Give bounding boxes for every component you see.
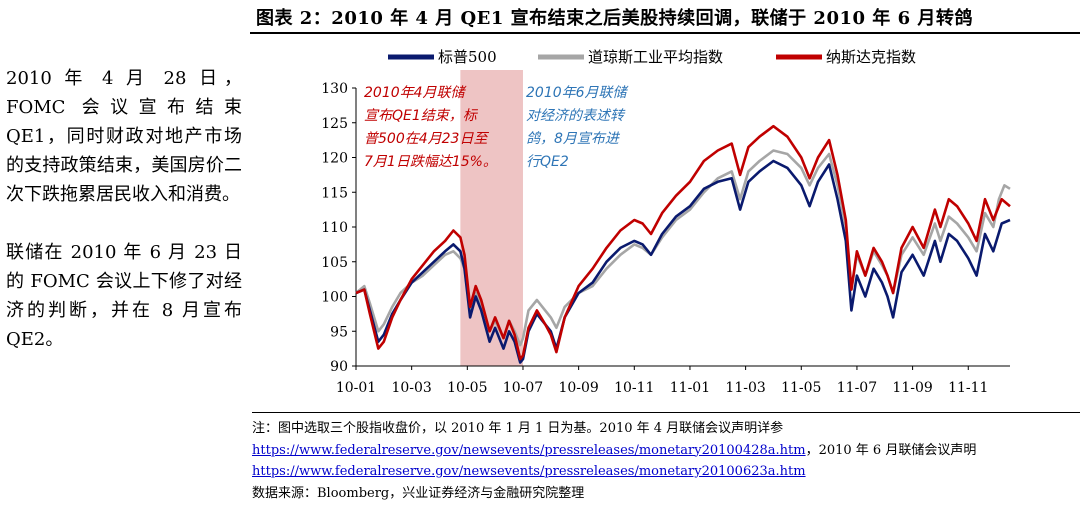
annotation-qe2-line: 对经济的表述转 <box>526 108 626 124</box>
notes-section: 注：图中选取三个股指收盘价，以 2010 年 1 月 1 日为基。2010 年 … <box>252 412 1080 504</box>
note-link-row: https://www.federalreserve.gov/newsevent… <box>252 440 1080 462</box>
x-tick-label: 11-07 <box>837 380 877 396</box>
legend-label: 标普500 <box>438 48 497 66</box>
x-tick-label: 10-09 <box>558 380 598 396</box>
x-tick-label: 10-01 <box>336 380 376 396</box>
annotation-qe2-line: 行QE2 <box>526 154 569 170</box>
y-tick-label: 100 <box>321 290 348 306</box>
x-tick-label: 11-11 <box>948 380 988 396</box>
series-line-dow <box>355 149 1011 347</box>
commentary-paragraph-2: 联储在 2010 年 6 月 23 日的 FOMC 会议上下修了对经济的判断，并… <box>6 242 242 350</box>
series-line-sp500 <box>355 159 1011 364</box>
fomc-june-link[interactable]: https://www.federalreserve.gov/newsevent… <box>252 464 806 479</box>
fomc-april-link[interactable]: https://www.federalreserve.gov/newsevent… <box>252 442 806 458</box>
y-tick-label: 110 <box>321 220 348 236</box>
x-tick-label: 11-05 <box>781 380 821 396</box>
x-tick-label: 10-03 <box>391 380 431 396</box>
x-tick-label: 11-09 <box>892 380 932 396</box>
chart-title: 图表 2：2010 年 4 月 QE1 宣布结束之后美股持续回调，联储于 201… <box>256 8 973 29</box>
title-bar: 图表 2：2010 年 4 月 QE1 宣布结束之后美股持续回调，联储于 201… <box>250 0 1080 34</box>
y-tick-label: 105 <box>321 255 348 271</box>
commentary-paragraph-1: 2010 年 4 月 28 日，FOMC 会议宣布结束 QE1，同时财政对地产市… <box>6 68 242 205</box>
x-tick-label: 11-03 <box>725 380 765 396</box>
annotation-qe2-line: 2010年6月联储 <box>526 85 630 101</box>
x-tick-label: 11-01 <box>670 380 710 396</box>
legend-label: 道琼斯工业平均指数 <box>588 48 723 66</box>
note-line: 注：图中选取三个股指收盘价，以 2010 年 1 月 1 日为基。2010 年 … <box>252 421 784 436</box>
annotation-qe1-line: 2010年4月联储 <box>364 85 468 101</box>
y-tick-label: 120 <box>321 151 348 167</box>
annotation-qe1-line: 普500在4月23日至 <box>364 131 489 147</box>
series-line-nasdaq <box>355 124 1011 361</box>
legend: 标普500 道琼斯工业平均指数 纳斯达克指数 <box>388 48 916 66</box>
y-tick-label: 125 <box>321 116 348 132</box>
y-tick-label: 90 <box>330 359 348 375</box>
x-tick-label: 10-05 <box>447 380 487 396</box>
y-tick-label: 130 <box>321 81 348 97</box>
x-tick-label: 10-07 <box>503 380 543 396</box>
annotation-qe2-line: 鸽，8月宣布进 <box>526 131 621 147</box>
y-tick-label: 115 <box>321 185 348 201</box>
note-link-suffix: ，2010 年 6 月联储会议声明 <box>805 442 977 458</box>
line-chart: 标普500 道琼斯工业平均指数 纳斯达克指数 90 95 100 105 110 115 120… <box>321 48 1011 396</box>
annotation-qe1-line: 7月1日跌幅达15%。 <box>364 154 497 170</box>
legend-label: 纳斯达克指数 <box>826 48 916 66</box>
x-tick-label: 10-11 <box>614 380 654 396</box>
y-tick-label: 95 <box>330 324 348 340</box>
plot-area: 90 95 100 105 110 115 120 125 130 10-01 10-03 10-05… <box>321 70 1011 396</box>
data-source: 数据来源：Bloomberg，兴业证券经济与金融研究院整理 <box>252 485 585 501</box>
commentary-sidebar: 2010 年 4 月 28 日，FOMC 会议宣布结束 QE1，同时财政对地产市… <box>6 64 242 383</box>
annotation-qe1-line: 宣布QE1结束，标 <box>364 108 479 124</box>
